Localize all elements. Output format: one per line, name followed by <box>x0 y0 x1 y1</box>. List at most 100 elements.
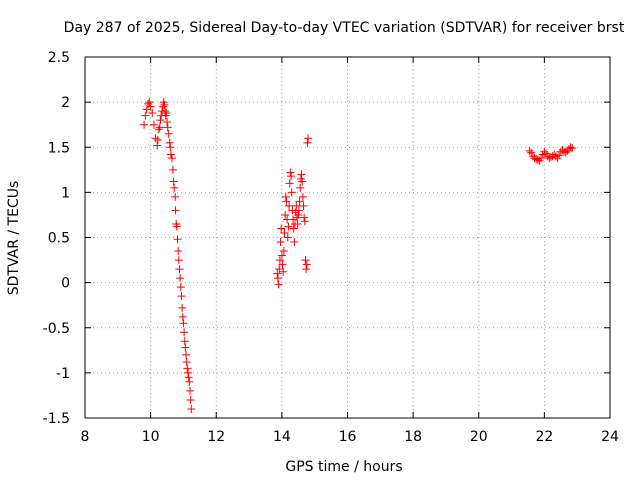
data-point <box>187 404 196 413</box>
axis-ticks: 8 10 12 14 16 18 20 22 24 -1.5 -1 -0.5 0 0.5 1 1.5 2 2.5 <box>43 50 619 445</box>
data-point <box>160 100 169 109</box>
data-point <box>568 144 577 153</box>
data-point <box>163 123 172 132</box>
data-point <box>289 215 298 224</box>
data-point <box>300 217 309 226</box>
data-point <box>159 102 168 111</box>
data-point <box>182 358 191 367</box>
y-tick-label: -1 <box>56 366 70 382</box>
data-point <box>186 395 195 404</box>
data-point <box>178 312 187 321</box>
data-point <box>277 224 286 233</box>
data-point <box>537 154 546 163</box>
data-point <box>286 168 295 177</box>
x-tick-label: 10 <box>142 429 160 445</box>
data-point <box>275 256 284 265</box>
data-point <box>527 148 536 157</box>
data-point <box>299 201 308 210</box>
data-point <box>280 228 289 237</box>
data-point <box>560 147 569 156</box>
data-points <box>140 98 577 413</box>
data-point <box>172 222 181 231</box>
y-tick-label: -0.5 <box>43 321 70 337</box>
chart-title: Day 287 of 2025, Sidereal Day-to-day VTE… <box>64 20 625 36</box>
data-point <box>303 138 312 147</box>
data-point <box>180 328 189 337</box>
data-point <box>162 108 171 117</box>
data-point <box>289 224 298 233</box>
series-segment-2 <box>273 134 313 289</box>
data-point <box>540 147 549 156</box>
data-point <box>561 148 570 157</box>
x-tick-label: 12 <box>207 429 225 445</box>
data-point <box>282 197 291 206</box>
data-point <box>174 247 183 256</box>
data-point <box>169 177 178 186</box>
data-point <box>166 150 175 159</box>
x-tick-label: 14 <box>273 429 291 445</box>
data-point <box>175 265 184 274</box>
data-point <box>302 260 311 269</box>
data-point <box>276 238 285 247</box>
data-point <box>304 134 313 143</box>
data-point <box>153 141 162 150</box>
data-point <box>176 274 185 283</box>
data-point <box>564 145 573 154</box>
data-point <box>173 235 182 244</box>
data-point <box>154 125 163 134</box>
y-tick-label: 0.5 <box>48 231 70 247</box>
x-tick-label: 16 <box>339 429 357 445</box>
data-point <box>285 201 294 210</box>
data-point <box>525 146 534 155</box>
data-point <box>285 179 294 188</box>
data-point <box>179 319 188 328</box>
data-point <box>141 111 150 120</box>
data-point <box>153 136 162 145</box>
data-point <box>550 150 559 159</box>
x-tick-label: 22 <box>535 429 553 445</box>
y-tick-label: 1.5 <box>48 140 70 156</box>
data-point <box>166 143 175 152</box>
data-point <box>278 260 287 269</box>
grid <box>85 57 610 418</box>
data-point <box>563 146 572 155</box>
data-point <box>174 256 183 265</box>
data-point <box>184 368 193 377</box>
data-point <box>161 107 170 116</box>
data-point <box>294 210 303 219</box>
data-point <box>171 192 180 201</box>
data-point <box>293 219 302 228</box>
data-point <box>274 280 283 289</box>
data-point <box>298 192 307 201</box>
data-point <box>566 143 575 152</box>
data-point <box>140 120 149 129</box>
data-point <box>184 373 193 382</box>
data-point <box>302 265 311 274</box>
data-point <box>156 116 165 125</box>
data-point <box>279 247 288 256</box>
data-point <box>177 292 186 301</box>
data-point <box>295 197 304 206</box>
data-point <box>176 283 185 292</box>
data-point <box>292 201 301 210</box>
data-point <box>555 151 564 160</box>
data-point <box>296 183 305 192</box>
y-tick-label: 2 <box>61 95 70 111</box>
y-tick-label: -1.5 <box>43 411 70 427</box>
data-point <box>298 177 307 186</box>
data-point <box>551 152 560 161</box>
data-point <box>287 172 296 181</box>
data-point <box>178 303 187 312</box>
data-point <box>164 129 173 138</box>
data-point <box>300 213 309 222</box>
data-point <box>283 233 292 242</box>
data-point <box>167 154 176 163</box>
data-point <box>281 192 290 201</box>
data-point <box>145 98 154 107</box>
x-tick-label: 18 <box>404 429 422 445</box>
data-point <box>180 337 189 346</box>
data-point <box>297 170 306 179</box>
data-point <box>163 117 172 126</box>
data-point <box>148 108 157 117</box>
data-point <box>277 251 286 260</box>
